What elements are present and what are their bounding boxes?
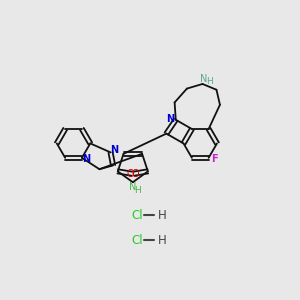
Text: N: N — [110, 145, 118, 154]
Text: N: N — [167, 114, 175, 124]
Text: N: N — [82, 154, 90, 164]
Text: Cl: Cl — [132, 234, 143, 247]
Text: N: N — [129, 182, 136, 192]
Text: N: N — [200, 74, 207, 84]
Text: H: H — [135, 186, 141, 195]
Text: F: F — [212, 154, 218, 164]
Text: Cl: Cl — [132, 208, 143, 221]
Text: H: H — [158, 208, 166, 221]
Text: O: O — [132, 169, 140, 179]
Text: O: O — [126, 169, 134, 179]
Text: H: H — [206, 77, 212, 86]
Text: H: H — [158, 234, 166, 247]
